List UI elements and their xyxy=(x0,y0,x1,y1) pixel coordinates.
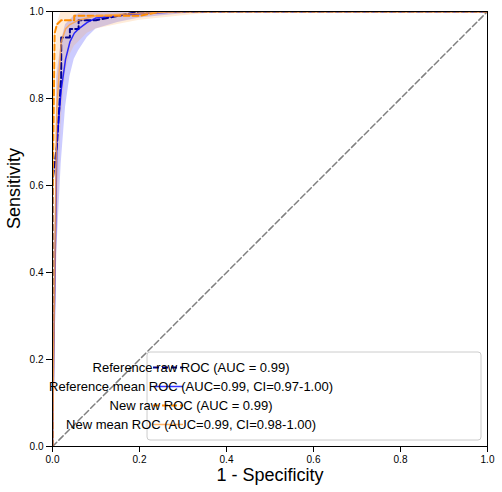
svg-text:New mean ROC (AUC=0.99, CI=0.9: New mean ROC (AUC=0.99, CI=0.98-1.00) xyxy=(66,417,316,432)
svg-text:0.8: 0.8 xyxy=(30,93,44,104)
svg-text:0.2: 0.2 xyxy=(30,354,44,365)
svg-text:0.6: 0.6 xyxy=(307,454,321,465)
svg-text:0.8: 0.8 xyxy=(394,454,408,465)
svg-text:1.0: 1.0 xyxy=(481,454,495,465)
svg-text:Reference mean ROC (AUC=0.99,: Reference mean ROC (AUC=0.99, CI=0.97-1.… xyxy=(49,379,333,394)
svg-text:1.0: 1.0 xyxy=(30,6,44,17)
svg-text:0.2: 0.2 xyxy=(133,454,147,465)
svg-text:0.4: 0.4 xyxy=(220,454,234,465)
svg-text:0.0: 0.0 xyxy=(46,454,60,465)
svg-text:New raw ROC (AUC = 0.99): New raw ROC (AUC = 0.99) xyxy=(110,398,273,413)
svg-text:0.0: 0.0 xyxy=(30,441,44,452)
svg-text:Sensitivity: Sensitivity xyxy=(4,148,24,229)
svg-text:Reference raw ROC (AUC = 0.99): Reference raw ROC (AUC = 0.99) xyxy=(93,360,290,375)
svg-text:0.6: 0.6 xyxy=(30,180,44,191)
svg-text:0.4: 0.4 xyxy=(30,267,44,278)
svg-text:1 - Specificity: 1 - Specificity xyxy=(216,465,323,485)
